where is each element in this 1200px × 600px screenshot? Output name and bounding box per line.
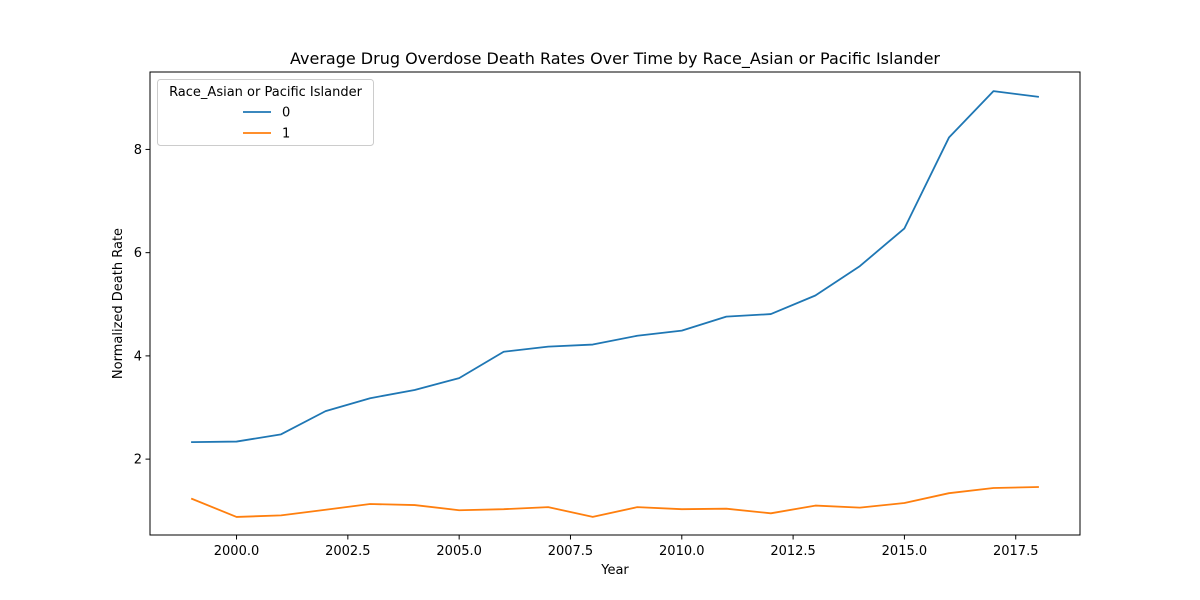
x-tick-label: 2015.0: [882, 544, 928, 559]
y-axis-label: Normalized Death Rate: [111, 228, 126, 379]
legend-label-0: 0: [282, 106, 290, 121]
legend-entries: 01: [243, 106, 290, 142]
x-axis-ticks: 2000.0 2002.5 2005.0 2007.5 2010.0 2012.5 2015…: [214, 535, 1039, 559]
series-lines: [190, 90, 1040, 518]
x-tick-label: 2000.0: [214, 544, 260, 559]
series-line-1: [190, 486, 1039, 518]
x-tick-label: 2012.5: [770, 544, 816, 559]
x-tick-label: 2002.5: [325, 544, 371, 559]
x-tick-label: 2017.5: [993, 544, 1039, 559]
y-tick-label: 2: [134, 453, 142, 468]
x-tick-label: 2010.0: [659, 544, 705, 559]
legend-title: Race_Asian or Pacific Islander: [169, 85, 363, 100]
y-tick-label: 8: [134, 143, 142, 158]
legend-label-1: 1: [282, 127, 290, 142]
y-axis-ticks: 2 4 6 8: [134, 143, 150, 468]
legend: Race_Asian or Pacific Islander 01: [157, 79, 374, 146]
y-tick-label: 4: [134, 349, 142, 364]
x-tick-label: 2007.5: [548, 544, 594, 559]
plot-area-frame: [149, 71, 1081, 536]
x-tick-label: 2005.0: [436, 544, 482, 559]
x-axis-label: Year: [600, 563, 629, 578]
y-tick-label: 6: [134, 246, 142, 261]
series-line-0: [191, 90, 1040, 444]
chart-title: Average Drug Overdose Death Rates Over T…: [290, 49, 940, 69]
